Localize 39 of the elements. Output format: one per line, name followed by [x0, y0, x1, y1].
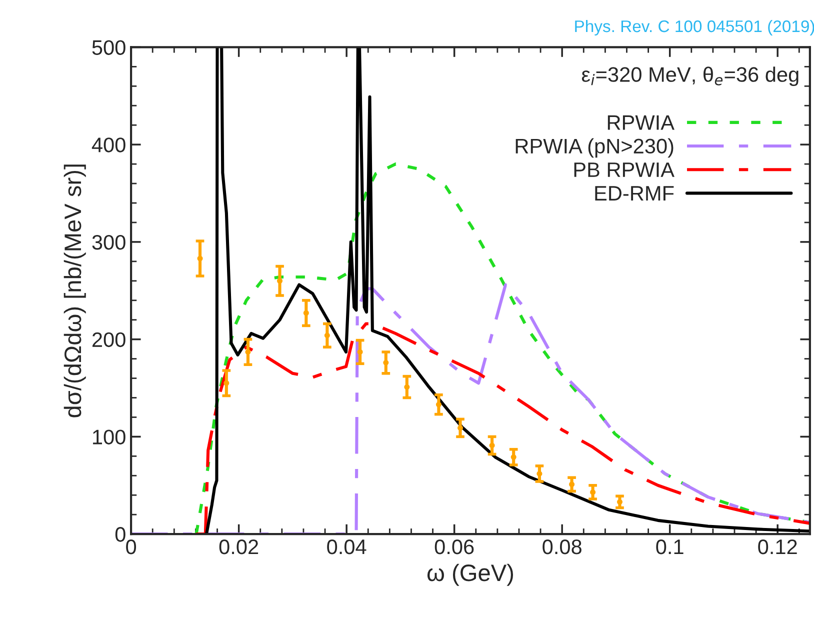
point: [324, 332, 330, 338]
x-tick-label: 0.06: [434, 539, 474, 554]
legend-label: PB RPWIA: [574, 162, 674, 177]
point: [224, 380, 230, 386]
point: [436, 402, 442, 408]
x-tick-label: 0.08: [542, 539, 582, 554]
point: [569, 482, 575, 488]
annotation: ε$_{i}$=320 MeV, θ$_{e}$=36 deg: [582, 66, 798, 86]
x-tick-label: 0.02: [219, 539, 258, 554]
point: [383, 360, 389, 366]
x-tick-label: 0: [126, 539, 136, 554]
y-tick-label: 200: [92, 332, 126, 348]
x-tick-label: 0.04: [327, 539, 366, 554]
point: [616, 499, 623, 505]
legend-label: RPWIA: [608, 115, 674, 130]
y-tick-label: 300: [92, 234, 126, 250]
y-tick-label: 400: [92, 138, 126, 152]
point: [590, 489, 596, 495]
y-tick-label: 100: [93, 430, 126, 444]
point: [303, 310, 309, 316]
point: [245, 349, 251, 355]
legend-label: RPWIA (pN>230): [516, 138, 674, 158]
point: [404, 384, 410, 390]
point: [197, 256, 203, 262]
x-axis-title: ω (GeV): [427, 564, 514, 586]
x-tick-label: 0.1: [656, 539, 684, 554]
y-tick-label: 500: [92, 40, 126, 55]
legend-label: ED-RMF: [595, 186, 674, 200]
point: [276, 278, 283, 284]
point: [536, 470, 542, 476]
y-axis-title: dσ/(dΩdω) [nb/(MeV sr)]: [64, 164, 86, 418]
point: [457, 425, 464, 431]
point: [489, 442, 495, 448]
point: [510, 454, 516, 460]
x-tick-label: 0.12: [758, 539, 797, 554]
text: Phys. Rev. C 100 045501 (2019): [575, 20, 814, 36]
point: [357, 349, 363, 355]
line-series: [194, 322, 810, 534]
y-tick-label: 0: [115, 527, 126, 542]
